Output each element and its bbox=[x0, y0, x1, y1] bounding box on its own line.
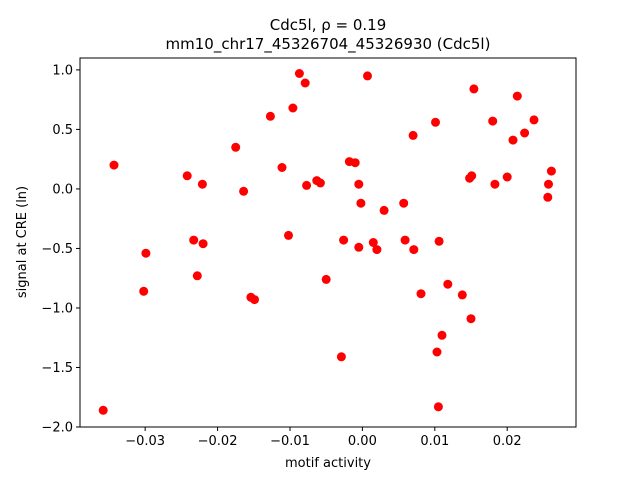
data-points bbox=[98, 69, 556, 415]
data-point-56 bbox=[529, 115, 539, 125]
y-axis-label: signal at CRE (ln) bbox=[15, 186, 30, 298]
data-point-50 bbox=[488, 116, 498, 126]
data-point-57 bbox=[543, 192, 553, 202]
data-point-14 bbox=[277, 163, 287, 172]
data-point-53 bbox=[508, 135, 518, 145]
data-point-48 bbox=[467, 171, 477, 181]
data-point-24 bbox=[339, 235, 349, 245]
data-point-36 bbox=[408, 130, 418, 140]
data-point-5 bbox=[189, 235, 199, 245]
data-point-4 bbox=[182, 171, 192, 181]
data-point-51 bbox=[490, 179, 500, 189]
data-point-9 bbox=[231, 142, 241, 152]
y-tick-label-3: −0.5 bbox=[41, 242, 73, 257]
data-point-42 bbox=[434, 236, 444, 246]
data-point-45 bbox=[457, 290, 467, 300]
y-tick-label-5: 0.5 bbox=[52, 123, 73, 138]
data-point-43 bbox=[437, 330, 447, 340]
data-point-59 bbox=[546, 166, 556, 176]
y-tick-label-1: −1.5 bbox=[41, 361, 73, 376]
data-point-18 bbox=[300, 78, 310, 88]
chart-title-line2: mm10_chr17_45326704_45326930 (Cdc5l) bbox=[166, 35, 491, 54]
data-point-12 bbox=[250, 295, 259, 305]
data-point-39 bbox=[431, 117, 440, 127]
data-point-52 bbox=[502, 172, 512, 182]
data-point-23 bbox=[336, 352, 346, 362]
data-point-34 bbox=[399, 198, 409, 208]
y-tick-label-2: −1.0 bbox=[41, 301, 73, 316]
data-point-13 bbox=[265, 111, 275, 121]
x-tick-label-0: −0.03 bbox=[125, 434, 165, 449]
data-point-44 bbox=[443, 279, 453, 289]
x-tick-label-4: 0.01 bbox=[420, 434, 449, 449]
x-tick-label-1: −0.02 bbox=[198, 434, 238, 449]
data-point-2 bbox=[139, 286, 149, 296]
y-tick-label-0: −2.0 bbox=[41, 421, 73, 436]
data-point-32 bbox=[372, 245, 382, 255]
data-point-41 bbox=[433, 402, 443, 412]
data-point-17 bbox=[294, 69, 304, 78]
data-point-29 bbox=[356, 198, 366, 208]
data-point-35 bbox=[400, 235, 410, 245]
data-point-6 bbox=[192, 271, 202, 281]
data-point-33 bbox=[379, 205, 389, 215]
data-point-31 bbox=[368, 238, 378, 247]
data-point-10 bbox=[239, 186, 249, 196]
data-point-54 bbox=[512, 91, 522, 101]
data-point-19 bbox=[302, 180, 312, 190]
x-tick-label-3: 0.00 bbox=[348, 434, 377, 449]
data-point-47 bbox=[466, 314, 476, 324]
data-point-38 bbox=[416, 289, 426, 299]
data-point-26 bbox=[350, 158, 360, 168]
data-point-8 bbox=[198, 239, 208, 249]
data-point-15 bbox=[284, 230, 293, 240]
data-point-7 bbox=[197, 179, 207, 189]
y-tick-label-4: 0.0 bbox=[52, 182, 73, 197]
y-axis-ticks: −2.0 −1.5 −1.0 −0.5 0.0 0.5 1.0 bbox=[41, 63, 80, 436]
plot-frame bbox=[79, 57, 577, 428]
x-axis-ticks: −0.03 −0.02 −0.01 0.00 0.01 0.02 bbox=[125, 427, 522, 449]
chart-title-line1: Cdc5l, ρ = 0.19 bbox=[270, 16, 387, 34]
data-point-40 bbox=[432, 347, 442, 357]
data-point-55 bbox=[520, 128, 530, 138]
x-axis-label: motif activity bbox=[285, 456, 371, 471]
data-point-3 bbox=[141, 248, 151, 258]
data-point-21 bbox=[315, 178, 325, 188]
data-point-37 bbox=[409, 245, 419, 255]
data-point-0 bbox=[98, 405, 108, 415]
data-point-49 bbox=[469, 84, 479, 94]
data-point-16 bbox=[288, 103, 298, 113]
data-point-27 bbox=[354, 179, 364, 189]
data-point-1 bbox=[109, 160, 119, 170]
data-point-28 bbox=[354, 242, 364, 252]
data-point-22 bbox=[321, 274, 331, 284]
y-tick-label-6: 1.0 bbox=[52, 63, 73, 78]
x-tick-label-2: −0.01 bbox=[270, 434, 310, 449]
data-point-58 bbox=[544, 179, 553, 189]
data-point-30 bbox=[363, 71, 372, 81]
x-tick-label-5: 0.02 bbox=[493, 434, 522, 449]
